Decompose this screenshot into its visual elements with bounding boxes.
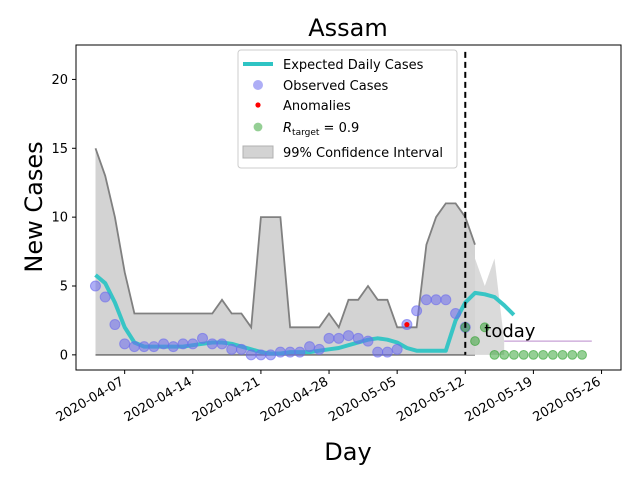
observed-point	[226, 343, 238, 355]
observed-point	[294, 346, 306, 358]
target-point	[499, 349, 510, 360]
legend-box	[237, 49, 458, 169]
observed-point	[274, 346, 286, 358]
observed-point	[420, 294, 432, 306]
observed-point	[197, 332, 209, 344]
observed-point	[304, 341, 316, 353]
observed-point	[343, 330, 354, 342]
observed-point	[177, 338, 189, 350]
target-point	[557, 349, 568, 360]
legend-label-observed: Observed Cases	[283, 79, 388, 94]
observed-point	[255, 349, 267, 361]
target-point	[479, 322, 490, 333]
legend-swatch-observed	[253, 80, 263, 90]
target-point	[470, 336, 480, 346]
legend-label-anomalies: Anomalies	[283, 99, 351, 114]
target-point	[547, 349, 558, 360]
observed-point	[323, 332, 335, 344]
observed-point	[333, 332, 345, 344]
forecast-ci-band	[465, 244, 505, 355]
target-point	[528, 349, 539, 360]
observed-point	[245, 349, 257, 361]
observed-point	[450, 308, 462, 320]
observed-point	[167, 341, 179, 353]
observed-point	[206, 338, 218, 350]
observed-point	[440, 294, 452, 306]
observed-point	[187, 338, 199, 350]
observed-point	[391, 343, 403, 355]
observed-point	[89, 280, 101, 292]
ci-band	[95, 148, 475, 355]
observed-point	[352, 332, 364, 344]
x-axis-label: Day	[324, 438, 371, 466]
observed-point	[381, 346, 393, 358]
observed-point	[138, 341, 150, 353]
target-point	[509, 349, 519, 360]
observed-point	[235, 343, 247, 355]
target-point	[538, 349, 549, 360]
observed-point	[109, 319, 121, 331]
observed-point	[372, 346, 384, 358]
legend-label-target: Rtarget = 0.9	[283, 121, 359, 138]
target-point	[577, 349, 587, 360]
observed-point	[158, 338, 170, 350]
y-tick-label: 5	[60, 279, 68, 294]
observed-point	[430, 294, 442, 306]
observed-point	[216, 338, 228, 350]
chart-title: Assam	[308, 14, 388, 42]
y-tick-label: 0	[60, 348, 68, 363]
target-point	[567, 349, 578, 360]
legend: Expected Daily Cases Observed Cases Anomal…	[237, 49, 458, 169]
today-label: today	[484, 321, 536, 342]
legend-swatch-target	[253, 122, 263, 132]
observed-point	[99, 291, 111, 303]
axes-frame	[75, 44, 622, 371]
observed-point	[128, 341, 140, 353]
observed-point	[148, 341, 160, 353]
legend-swatch-anomaly	[255, 102, 261, 108]
y-axis-label: New Cases	[20, 141, 48, 272]
y-tick-label: 20	[51, 73, 68, 88]
y-tick-label: 10	[51, 211, 68, 226]
y-tick-label: 15	[51, 142, 68, 157]
ci-upper-line	[94, 148, 476, 330]
observed-point	[284, 346, 296, 358]
target-point	[489, 349, 500, 360]
observed-point	[411, 305, 423, 317]
target-point	[518, 349, 529, 360]
legend-label-expected: Expected Daily Cases	[283, 58, 424, 73]
observed-point	[313, 343, 325, 355]
observed-point	[119, 338, 131, 350]
legend-label-ci: 99% Confidence Interval	[283, 146, 443, 161]
observed-point	[265, 349, 277, 361]
anomaly-point	[404, 321, 410, 328]
legend-swatch-ci	[242, 145, 274, 159]
observed-point	[362, 335, 374, 347]
